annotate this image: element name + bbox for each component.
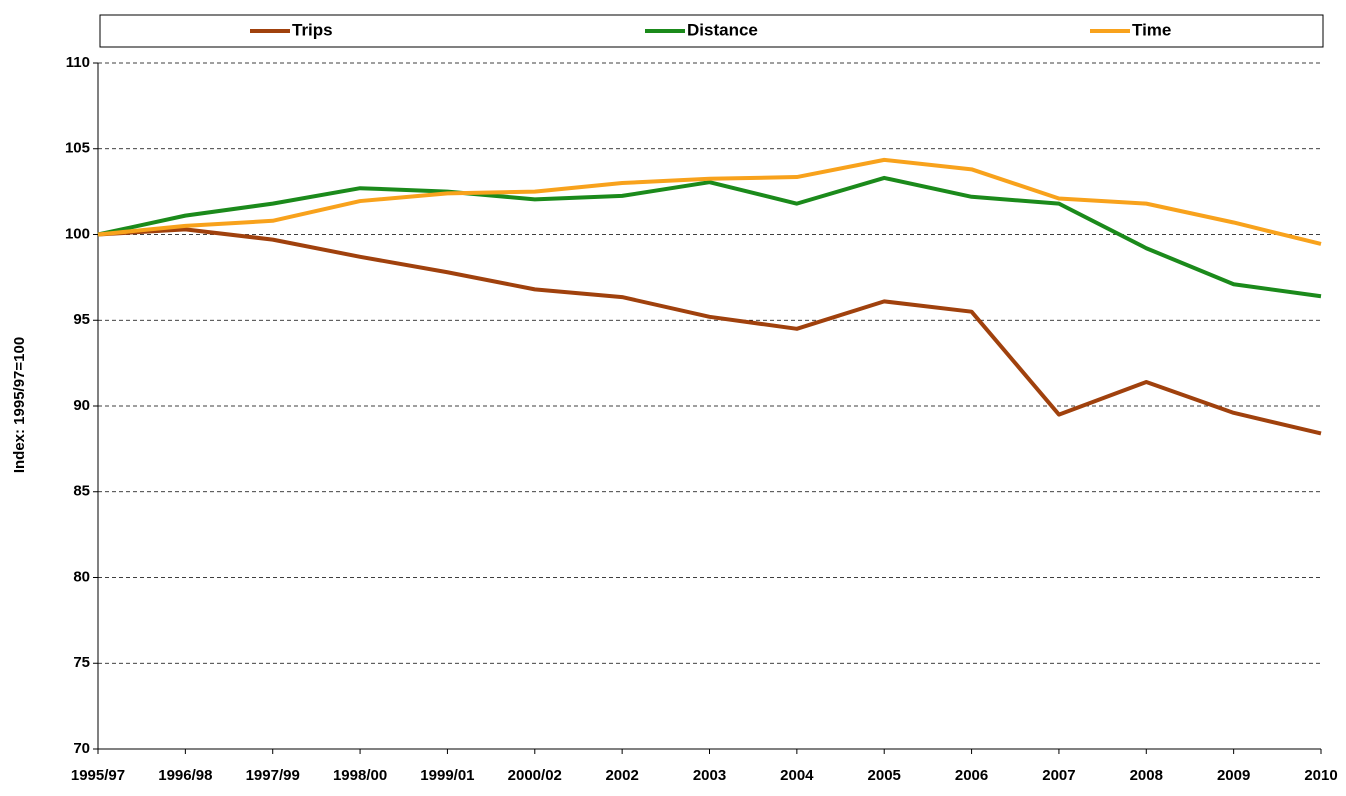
legend-label: Time [1132,20,1171,39]
y-tick-label: 85 [73,483,90,500]
x-tick-label: 1997/99 [246,767,300,784]
x-tick-label: 2002 [605,767,638,784]
x-tick-label: 2010 [1304,767,1337,784]
y-tick-label: 110 [66,54,90,71]
legend-label: Distance [687,20,758,39]
y-tick-label: 105 [65,140,90,157]
y-tick-label: 90 [73,397,90,414]
series-line [97,157,1322,246]
y-axis-label: Index: 1995/97=100 [11,337,28,473]
x-tick-label: 1996/98 [158,767,212,784]
x-tick-label: 2007 [1042,767,1075,784]
y-tick-label: 80 [73,568,90,585]
y-tick-label: 100 [65,225,90,242]
x-tick-label: 1999/01 [420,767,474,784]
y-tick-label: 75 [73,654,90,671]
x-tick-label: 2009 [1217,767,1250,784]
y-tick-label: 70 [73,740,90,757]
x-tick-label: 2006 [955,767,988,784]
x-tick-label: 2008 [1130,767,1163,784]
y-tick-label: 95 [73,311,90,328]
x-tick-label: 1998/00 [333,767,387,784]
x-tick-label: 2003 [693,767,726,784]
series-line [97,175,1322,299]
x-tick-label: 2004 [780,767,814,784]
x-tick-label: 2005 [868,767,901,784]
legend-label: Trips [292,20,333,39]
x-tick-label: 1995/97 [71,767,125,784]
x-tick-label: 2000/02 [508,767,562,784]
series-line [97,227,1322,436]
